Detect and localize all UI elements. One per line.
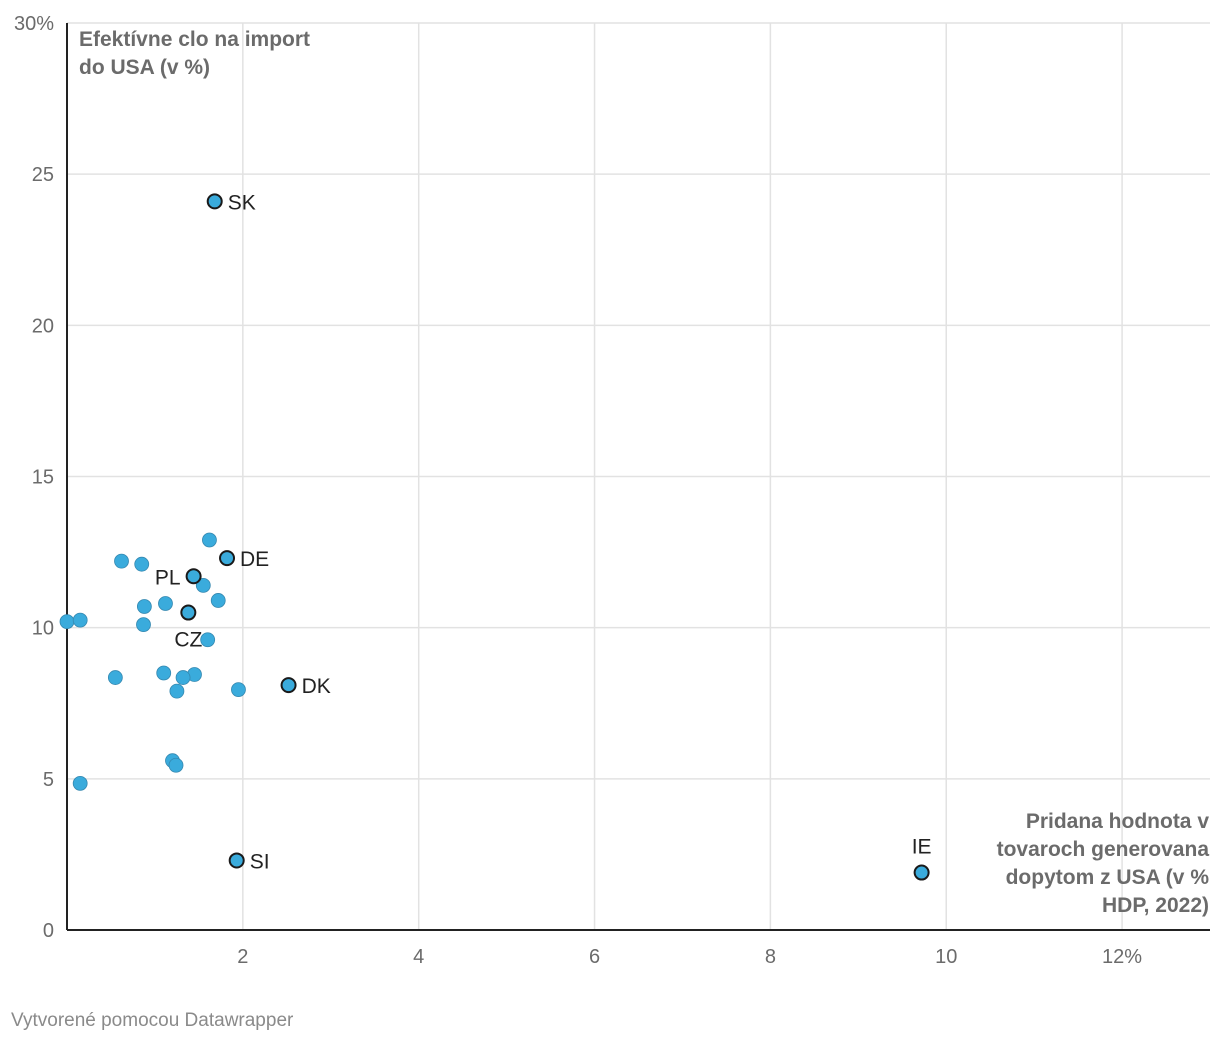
y-tick-label: 0 xyxy=(43,920,54,942)
point-label-de: DE xyxy=(240,548,269,571)
data-point xyxy=(136,617,151,633)
point-label-ie: IE xyxy=(912,836,932,859)
data-point xyxy=(59,614,75,630)
point-pl xyxy=(185,568,202,585)
data-points xyxy=(59,193,930,881)
x-tick-label: 10 xyxy=(935,946,957,968)
x-axis-title: Pridana hodnota v tovaroch generovana do… xyxy=(996,810,1209,917)
x-tick-label: 8 xyxy=(765,946,776,968)
y-tick-label: 20 xyxy=(32,315,54,337)
data-point xyxy=(195,577,211,593)
data-point xyxy=(169,683,185,699)
x-tick-label: 4 xyxy=(413,946,424,968)
footer-credit: Vytvorené pomocou Datawrapper xyxy=(11,1010,294,1031)
point-de xyxy=(219,550,236,567)
data-point xyxy=(202,532,217,548)
data-point xyxy=(231,682,246,698)
data-point xyxy=(136,599,152,614)
y-axis-title: Efektívne clo na import do USA (v %) xyxy=(79,28,311,79)
data-point xyxy=(156,665,172,681)
data-point xyxy=(107,670,123,685)
point-ie xyxy=(913,864,930,881)
y-tick-label: 10 xyxy=(32,618,54,640)
point-label-si: SI xyxy=(250,850,270,873)
point-label-dk: DK xyxy=(302,675,331,698)
point-label-pl: PL xyxy=(155,566,181,589)
x-tick-label: 2 xyxy=(237,946,248,968)
point-cz xyxy=(180,604,197,621)
data-point xyxy=(134,556,150,572)
point-labels: SK DE PL CZ DK SI IE xyxy=(155,191,932,873)
data-point xyxy=(72,612,88,628)
point-sk xyxy=(206,193,223,210)
data-point xyxy=(158,596,173,611)
tick-labels: 0 5 10 15 20 25 30% 2 4 6 8 10 12% xyxy=(14,13,1142,968)
data-point xyxy=(175,670,191,685)
x-tick-label: 6 xyxy=(589,946,600,968)
data-point xyxy=(210,593,226,608)
data-point xyxy=(114,553,129,569)
data-point xyxy=(72,775,88,791)
data-point xyxy=(200,632,216,648)
y-tick-label: 15 xyxy=(32,467,54,489)
y-tick-label: 5 xyxy=(43,769,54,791)
point-si xyxy=(228,852,245,869)
point-label-cz: CZ xyxy=(174,629,202,652)
grid-layer xyxy=(67,22,1210,930)
data-point xyxy=(168,757,184,773)
point-label-sk: SK xyxy=(228,191,256,214)
axis-layer xyxy=(66,23,1210,931)
x-tick-label: 12% xyxy=(1102,946,1142,968)
y-tick-label: 25 xyxy=(32,164,54,186)
point-dk xyxy=(280,677,297,694)
y-tick-label: 30% xyxy=(14,13,54,35)
